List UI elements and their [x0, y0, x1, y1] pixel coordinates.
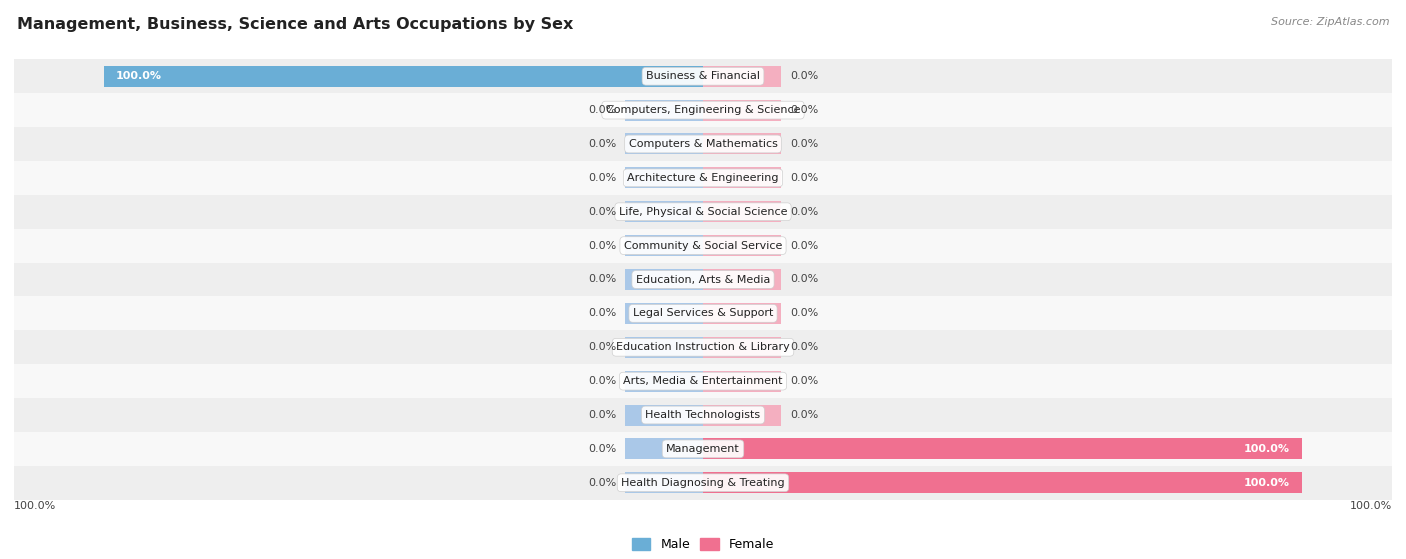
Bar [626, 167, 703, 188]
Bar [626, 66, 703, 87]
Bar [14, 229, 1392, 263]
Text: Health Technologists: Health Technologists [645, 410, 761, 420]
Bar [14, 466, 1392, 500]
Text: 100.0%: 100.0% [1350, 501, 1392, 511]
Text: 0.0%: 0.0% [588, 309, 616, 319]
Text: 0.0%: 0.0% [790, 410, 818, 420]
Text: Computers & Mathematics: Computers & Mathematics [628, 139, 778, 149]
Bar [703, 66, 780, 87]
Text: 100.0%: 100.0% [115, 71, 162, 81]
Text: Business & Financial: Business & Financial [645, 71, 761, 81]
Bar [703, 472, 780, 493]
Text: 0.0%: 0.0% [790, 274, 818, 285]
Bar [703, 134, 780, 154]
Text: 0.0%: 0.0% [588, 444, 616, 454]
Text: Health Diagnosing & Treating: Health Diagnosing & Treating [621, 478, 785, 488]
Bar [14, 330, 1392, 364]
Bar [703, 371, 780, 392]
Legend: Male, Female: Male, Female [628, 534, 778, 555]
Bar [626, 371, 703, 392]
Text: Architecture & Engineering: Architecture & Engineering [627, 173, 779, 183]
Text: 0.0%: 0.0% [588, 139, 616, 149]
Bar [104, 66, 703, 87]
Bar [14, 432, 1392, 466]
Text: 0.0%: 0.0% [790, 173, 818, 183]
Bar [14, 398, 1392, 432]
Text: Management: Management [666, 444, 740, 454]
Bar [14, 93, 1392, 127]
Bar [14, 127, 1392, 161]
Text: 100.0%: 100.0% [14, 501, 56, 511]
Bar [14, 195, 1392, 229]
Bar [703, 438, 780, 459]
Bar [626, 269, 703, 290]
Text: 0.0%: 0.0% [588, 342, 616, 352]
Text: Life, Physical & Social Science: Life, Physical & Social Science [619, 207, 787, 217]
Bar [626, 472, 703, 493]
Bar [703, 235, 780, 256]
Bar [703, 472, 1302, 493]
Text: 0.0%: 0.0% [588, 207, 616, 217]
Text: 0.0%: 0.0% [588, 274, 616, 285]
Text: Arts, Media & Entertainment: Arts, Media & Entertainment [623, 376, 783, 386]
Bar [626, 201, 703, 222]
Text: Computers, Engineering & Science: Computers, Engineering & Science [606, 105, 800, 115]
Text: 0.0%: 0.0% [790, 240, 818, 250]
Bar [703, 337, 780, 358]
Bar [703, 438, 1302, 459]
Text: 0.0%: 0.0% [790, 376, 818, 386]
Bar [14, 263, 1392, 296]
Bar [626, 405, 703, 425]
Bar [14, 364, 1392, 398]
Bar [703, 100, 780, 121]
Text: 0.0%: 0.0% [588, 173, 616, 183]
Text: 100.0%: 100.0% [1244, 444, 1291, 454]
Bar [703, 303, 780, 324]
Bar [626, 438, 703, 459]
Text: Legal Services & Support: Legal Services & Support [633, 309, 773, 319]
Bar [703, 269, 780, 290]
Bar [14, 296, 1392, 330]
Text: 0.0%: 0.0% [790, 139, 818, 149]
Text: Source: ZipAtlas.com: Source: ZipAtlas.com [1271, 17, 1389, 27]
Bar [14, 161, 1392, 195]
Text: 0.0%: 0.0% [588, 410, 616, 420]
Text: Education Instruction & Library: Education Instruction & Library [616, 342, 790, 352]
Bar [703, 201, 780, 222]
Bar [703, 167, 780, 188]
Text: 0.0%: 0.0% [790, 207, 818, 217]
Text: 100.0%: 100.0% [1244, 478, 1291, 488]
Bar [626, 235, 703, 256]
Bar [626, 134, 703, 154]
Text: 0.0%: 0.0% [588, 376, 616, 386]
Text: 0.0%: 0.0% [790, 342, 818, 352]
Bar [14, 59, 1392, 93]
Text: Education, Arts & Media: Education, Arts & Media [636, 274, 770, 285]
Text: Management, Business, Science and Arts Occupations by Sex: Management, Business, Science and Arts O… [17, 17, 574, 32]
Text: Community & Social Service: Community & Social Service [624, 240, 782, 250]
Bar [626, 303, 703, 324]
Bar [626, 337, 703, 358]
Text: 0.0%: 0.0% [790, 71, 818, 81]
Text: 0.0%: 0.0% [588, 105, 616, 115]
Text: 0.0%: 0.0% [790, 309, 818, 319]
Text: 0.0%: 0.0% [588, 240, 616, 250]
Text: 0.0%: 0.0% [588, 478, 616, 488]
Text: 0.0%: 0.0% [790, 105, 818, 115]
Bar [626, 100, 703, 121]
Bar [703, 405, 780, 425]
